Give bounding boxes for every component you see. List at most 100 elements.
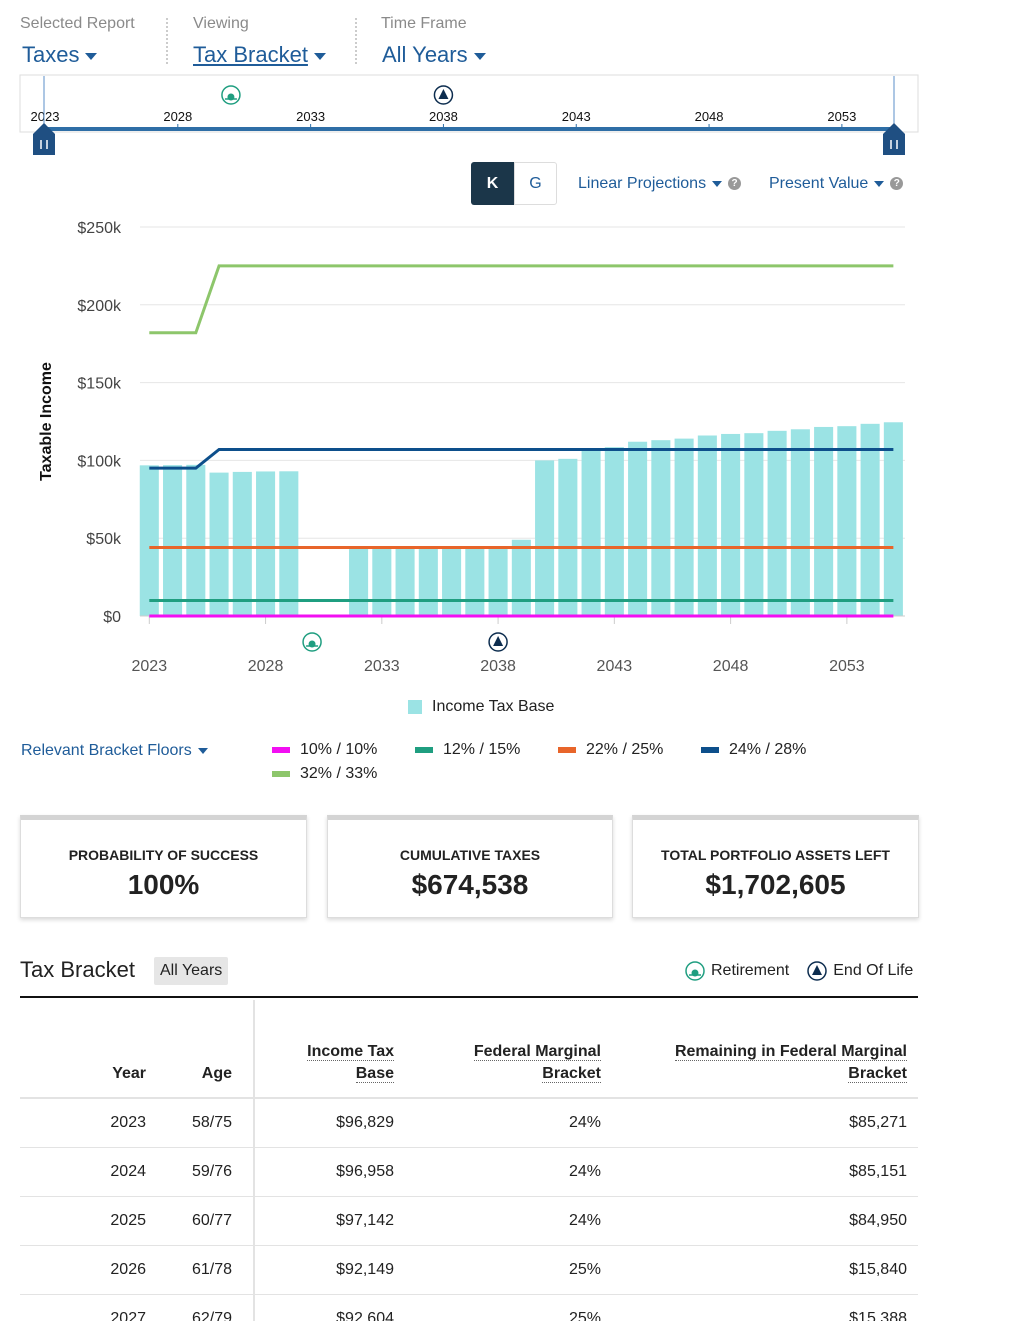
selected-report-dropdown[interactable]: Taxes <box>22 42 98 68</box>
bar <box>744 433 764 616</box>
chart-legend: Income Tax Base <box>408 698 554 716</box>
linear-projections-label: Linear Projections <box>578 175 707 192</box>
bracket-line <box>149 264 894 335</box>
end-of-life-marker <box>433 85 454 105</box>
timeline-tick-label: 2023 <box>31 109 60 124</box>
marker-triangle <box>493 636 504 646</box>
timeline-box <box>19 74 919 133</box>
bar <box>558 458 578 616</box>
table-cell: 2027 <box>20 1294 170 1321</box>
bar <box>511 539 531 616</box>
table-cell: 2024 <box>20 1147 170 1197</box>
bar <box>721 433 741 616</box>
timeline-tick-label: 2048 <box>695 109 724 124</box>
table-cell: $92,604 <box>253 1294 414 1321</box>
bar <box>279 471 299 616</box>
legend-swatch <box>272 771 290 777</box>
bar <box>674 438 694 616</box>
table-cell: 2025 <box>20 1196 170 1246</box>
column-header: Year <box>20 1000 170 1099</box>
legend-item: 22% / 25% <box>558 741 701 759</box>
table-cell: 2026 <box>20 1245 170 1295</box>
timeline-tick-label: 2033 <box>296 109 325 124</box>
column-header: Income Tax Base <box>253 1000 414 1099</box>
table-row: 2025 60/77 $97,142 24% $84,950 <box>20 1196 918 1246</box>
end-of-life-marker <box>488 632 508 652</box>
column-header: Age <box>170 1000 254 1099</box>
column-header-text: Remaining in Federal Marginal Bracket <box>674 1043 907 1083</box>
legend-label: End Of Life <box>833 962 914 979</box>
x-tick-label: 2023 <box>132 658 168 675</box>
x-tick-label: 2048 <box>713 658 749 675</box>
legend-swatch <box>408 700 422 714</box>
legend-label: Income Tax Base <box>432 698 555 715</box>
table-cell: $85,271 <box>621 1098 918 1148</box>
bar <box>465 547 485 616</box>
rule <box>20 996 918 998</box>
legend-label: 24% / 28% <box>729 741 807 758</box>
timeline-tick-label: 2028 <box>163 109 192 124</box>
y-tick-label: $250k <box>77 220 122 237</box>
bar <box>163 465 183 616</box>
bar <box>209 472 229 616</box>
column-header-text: Age <box>201 1065 232 1082</box>
table-cell: 60/77 <box>170 1196 254 1246</box>
legend-swatch <box>558 747 576 753</box>
y-tick-label: $150k <box>77 376 122 393</box>
table-row: 2026 61/78 $92,149 25% $15,840 <box>20 1245 918 1295</box>
card: PROBABILITY OF SUCCESS 100% <box>20 815 307 918</box>
tax-table: Year Age Income Tax Base Federal Marginal B… <box>20 1000 918 1321</box>
table-row: 2023 58/75 $96,829 24% $85,271 <box>20 1098 918 1148</box>
table-cell: $85,151 <box>621 1147 918 1197</box>
toggle-k[interactable]: K <box>471 162 514 205</box>
column-header: Remaining in Federal Marginal Bracket <box>621 1000 918 1099</box>
bracket-legend: 10% / 10% 12% / 15% 22% / 25% 24% / 28% 32% … <box>272 741 852 783</box>
retirement-icon <box>685 961 705 981</box>
time-frame-dropdown[interactable]: All Years <box>382 42 486 68</box>
legend-item: 12% / 15% <box>415 741 558 759</box>
bar <box>372 547 392 616</box>
legend-swatch <box>415 747 433 753</box>
bar <box>883 422 903 616</box>
table-cell: 24% <box>414 1147 621 1197</box>
bar <box>418 547 438 616</box>
table-cell: 58/75 <box>170 1098 254 1148</box>
bracket-line <box>149 448 894 470</box>
y-tick-label: $0 <box>103 609 121 626</box>
bar <box>349 547 369 616</box>
bracket-floors-dropdown[interactable]: Relevant Bracket Floors <box>21 742 208 760</box>
retirement-marker <box>302 632 322 652</box>
table-cell: $84,950 <box>621 1196 918 1246</box>
legend-label: 22% / 25% <box>586 741 664 758</box>
y-tick-label: $100k <box>77 453 122 470</box>
table-cell: 24% <box>414 1098 621 1148</box>
legend-swatch <box>701 747 719 753</box>
table-cell: 24% <box>414 1196 621 1246</box>
legend-item: 10% / 10% <box>272 741 415 759</box>
table-cell: 25% <box>414 1294 621 1321</box>
bar <box>651 440 671 616</box>
viewing-label: Viewing <box>193 15 249 32</box>
table-cell: 61/78 <box>170 1245 254 1295</box>
toggle-g[interactable]: G <box>514 162 557 205</box>
table-cell: 62/79 <box>170 1294 254 1321</box>
present-value-dropdown[interactable]: Present Value? <box>769 175 904 193</box>
header-row: Year Age Income Tax Base Federal Marginal B… <box>20 1000 918 1099</box>
bar <box>814 426 834 616</box>
handle-body <box>883 123 905 155</box>
time-frame-label: Time Frame <box>381 15 467 32</box>
bar <box>697 435 717 616</box>
legend-label: 12% / 15% <box>443 741 521 758</box>
card-value: $674,538 <box>411 869 529 900</box>
legend-label: 10% / 10% <box>300 741 378 758</box>
card: CUMULATIVE TAXES $674,538 <box>327 815 613 918</box>
card: TOTAL PORTFOLIO ASSETS LEFT $1,702,605 <box>632 815 919 918</box>
column-header-text: Year <box>112 1065 146 1082</box>
range-handle[interactable] <box>33 123 55 155</box>
y-axis-label: Taxable Income <box>38 362 55 481</box>
table-cell: $92,149 <box>253 1245 414 1295</box>
linear-projections-dropdown[interactable]: Linear Projections? <box>578 175 742 193</box>
range-handle[interactable] <box>883 123 905 155</box>
viewing-dropdown[interactable]: Tax Bracket <box>193 42 326 68</box>
